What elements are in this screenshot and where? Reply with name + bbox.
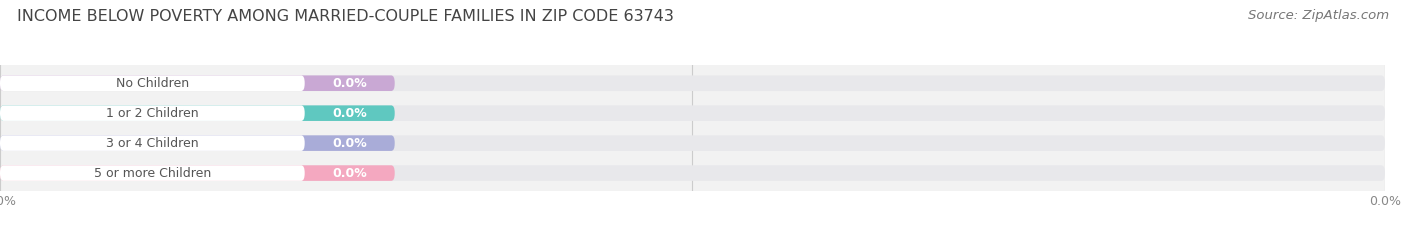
Text: 0.0%: 0.0%: [332, 137, 367, 150]
FancyBboxPatch shape: [0, 135, 1385, 151]
FancyBboxPatch shape: [0, 75, 395, 91]
Text: 1 or 2 Children: 1 or 2 Children: [105, 107, 198, 120]
Text: No Children: No Children: [115, 77, 188, 90]
Text: 0.0%: 0.0%: [332, 107, 367, 120]
Text: INCOME BELOW POVERTY AMONG MARRIED-COUPLE FAMILIES IN ZIP CODE 63743: INCOME BELOW POVERTY AMONG MARRIED-COUPL…: [17, 9, 673, 24]
FancyBboxPatch shape: [0, 105, 305, 121]
Text: 5 or more Children: 5 or more Children: [94, 167, 211, 180]
Text: 0.0%: 0.0%: [332, 167, 367, 180]
Text: 3 or 4 Children: 3 or 4 Children: [105, 137, 198, 150]
FancyBboxPatch shape: [0, 75, 305, 91]
FancyBboxPatch shape: [0, 165, 1385, 181]
FancyBboxPatch shape: [0, 135, 305, 151]
Text: Source: ZipAtlas.com: Source: ZipAtlas.com: [1249, 9, 1389, 22]
Text: 0.0%: 0.0%: [332, 77, 367, 90]
FancyBboxPatch shape: [0, 105, 395, 121]
FancyBboxPatch shape: [0, 75, 1385, 91]
FancyBboxPatch shape: [0, 135, 395, 151]
FancyBboxPatch shape: [0, 165, 305, 181]
FancyBboxPatch shape: [0, 165, 395, 181]
FancyBboxPatch shape: [0, 105, 1385, 121]
